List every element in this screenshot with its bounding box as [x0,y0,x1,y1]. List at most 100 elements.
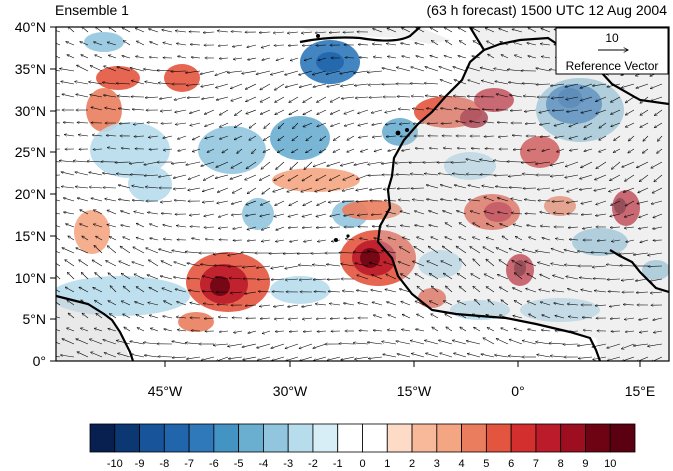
wind-vector-arrow [636,161,649,168]
wind-vector-arrow [611,109,621,114]
wind-vector-arrow [68,313,75,319]
wind-vector-arrow [599,148,607,152]
wind-vector-arrow [428,246,439,254]
wind-vector-arrow [521,162,537,163]
wind-vector-arrow [123,41,131,46]
wind-vector-arrow [107,210,117,215]
wind-vector-arrow [328,201,341,202]
wind-vector-arrow [328,187,341,191]
wind-vector-arrow [445,237,453,241]
wind-vector-arrow [136,315,145,319]
wind-vector-arrow [270,70,285,75]
wind-vector-arrow [317,96,327,102]
wind-vector-arrow [173,277,187,280]
wind-vector-arrow [551,264,565,267]
wind-vector-arrow [102,173,117,176]
anomaly-contour [86,88,122,132]
wind-vector-arrow [89,339,103,345]
wind-vector-arrow [439,67,453,72]
wind-vector-arrow [425,96,439,97]
wind-vector-arrow [527,225,537,228]
wind-vector-arrow [625,109,635,115]
colorbar-swatch [114,423,140,453]
wind-vector-arrow [65,260,75,267]
wind-vector-arrow [95,273,103,280]
africa-coastline [376,27,602,361]
wind-vector-arrow [82,313,89,319]
wind-vector-arrow [402,56,411,59]
wind-vector-arrow [297,253,313,254]
wind-vector-arrow [327,161,341,166]
reference-vector-box: 10 Reference Vector [555,27,669,75]
wind-vector-arrow [416,329,425,332]
wind-vector-arrow [357,275,369,280]
wind-vector-arrow [372,302,383,306]
wind-vector-arrow [249,135,257,140]
wind-vector-arrow [515,236,523,241]
wind-vector-arrow [93,149,103,150]
wind-vector-arrow [344,109,355,114]
wind-vector-arrow [315,187,327,192]
wind-vector-arrow [579,278,593,279]
wind-vector-arrow [123,314,131,319]
wind-vector-arrow [507,162,523,163]
wind-vector-arrow [638,187,649,193]
wind-vector-arrow [566,96,579,100]
wind-vector-arrow [136,41,145,46]
wind-vector-arrow [176,43,187,45]
wind-vector-arrow [132,186,145,189]
wind-vector-arrow [326,264,341,267]
wind-vector-arrow [217,304,229,305]
wind-vector-arrow [304,240,313,242]
wind-vector-arrow [108,55,117,59]
wind-vector-arrow [417,314,425,319]
wind-vector-arrow [118,353,131,358]
wind-vector-arrow [105,199,117,202]
wind-vector-arrow [344,213,355,216]
anomaly-contour [444,152,496,180]
wind-vector-arrow [260,213,271,216]
wind-vector-arrow [171,71,187,72]
wind-vector-arrow [143,69,159,72]
wind-vector-arrow [554,122,565,126]
wind-vector-arrow [483,247,495,254]
colorbar-swatch [609,423,636,453]
colorbar-label: -5 [234,458,244,470]
wind-vector-arrow [247,187,257,194]
wind-vector-arrow [230,292,243,293]
wind-vector-arrow [512,260,523,267]
wind-vector-arrow [274,318,285,319]
wind-vector-arrow [115,162,131,163]
wind-vector-arrow [150,42,159,46]
wind-vector-arrow [595,305,607,306]
wind-vector-arrow [327,356,341,360]
wind-vector-arrow [292,135,299,141]
wind-vector-arrow [318,57,327,60]
lon-label: 15°E [625,383,656,399]
wind-vector-arrow [231,200,243,204]
lat-label: 25°N [15,144,46,160]
wind-vector-arrow [401,301,411,306]
wind-vector-arrow [216,161,229,167]
wind-vector-arrow [553,275,565,280]
wind-vector-arrow [511,213,523,214]
wind-vector-arrow [535,161,551,164]
wind-vector-arrow [497,122,509,123]
wind-vector-arrow [639,213,649,218]
wind-vector-arrow [228,356,243,359]
wind-vector-arrow [607,356,621,361]
wind-vector-arrow [451,162,467,163]
wind-vector-arrow [438,174,453,176]
wind-vector-arrow [124,327,131,332]
wind-vector-arrow [508,82,523,85]
wind-vector-arrow [283,253,299,254]
wind-vector-arrow [87,161,103,162]
wind-vector-arrow [494,69,509,72]
wind-vector-arrow [584,148,593,151]
wind-vector-arrow [467,354,481,358]
wind-vector-arrow [468,80,481,85]
wind-vector-arrow [202,291,215,292]
wind-vector-arrow [514,55,523,59]
wind-vector-arrow [304,57,313,61]
anomaly-contour [474,88,514,112]
